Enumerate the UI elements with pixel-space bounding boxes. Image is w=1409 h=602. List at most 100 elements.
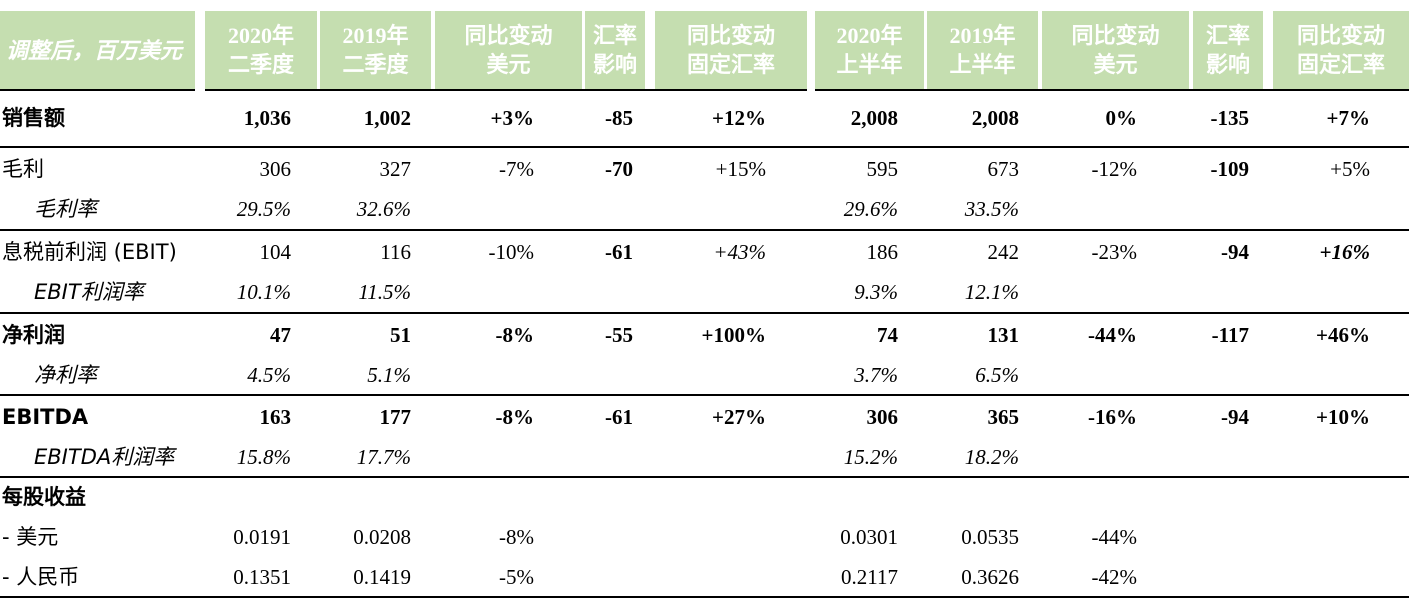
table-cell: 29.5% xyxy=(236,197,291,221)
table-cell: +5% xyxy=(1330,157,1370,181)
row-divider xyxy=(0,312,1409,314)
row-label: EBITDA xyxy=(2,405,89,429)
table-cell: 242 xyxy=(987,240,1020,264)
table-cell: 9.3% xyxy=(854,280,898,304)
table-cell: -8% xyxy=(499,525,534,549)
table-cell: 0.0535 xyxy=(961,525,1019,549)
row-divider xyxy=(0,596,1409,598)
header-label-cell: 调整后，百万美元 xyxy=(0,11,195,89)
table-cell: 163 xyxy=(259,405,292,429)
header-col-7: 2019年上半年 xyxy=(927,11,1038,89)
row-divider xyxy=(0,89,195,91)
header-col-2: 2019年 二季度 xyxy=(320,11,431,89)
table-cell: -8% xyxy=(495,405,535,429)
table-cell: 0.1419 xyxy=(353,565,411,589)
table-cell: 177 xyxy=(379,405,412,429)
table-cell: 3.7% xyxy=(854,363,898,387)
table-cell: -7% xyxy=(499,157,534,181)
header-col-1: 2020年二季度 xyxy=(205,11,317,89)
table-cell: -85 xyxy=(605,106,633,130)
header-col-line2: 美元 xyxy=(1093,52,1138,77)
table-row: 息税前利润 (EBIT) 104 116 -10% -61 +43% 186 242 -23% -… xyxy=(0,232,1409,272)
table-cell: 32.6% xyxy=(356,197,411,221)
table-cell: 0.0191 xyxy=(233,525,291,549)
row-label: 息税前利润 (EBIT) xyxy=(2,240,177,264)
row-divider xyxy=(0,229,1409,231)
table-cell: 29.6% xyxy=(843,197,898,221)
table-cell: -23% xyxy=(1091,240,1138,264)
header-col-8: 同比变动 美元 xyxy=(1042,11,1189,89)
table-cell: 327 xyxy=(379,157,412,181)
table-cell: -55 xyxy=(605,323,633,347)
header-col-3: 同比变动 美元 xyxy=(435,11,582,89)
header-col-line1: 同比变动 xyxy=(1296,23,1385,48)
row-label: 销售额 xyxy=(2,106,65,130)
table-cell: -61 xyxy=(605,240,633,264)
header-col-line1: 2019年 xyxy=(949,23,1016,48)
table-cell: +46% xyxy=(1316,323,1370,347)
header-col-line1: 汇率 xyxy=(592,23,637,48)
table-cell: 306 xyxy=(259,157,292,181)
table-row: EBITDA 163 177 -8% -61 +27% 306 365 -16% -94 +10% xyxy=(0,397,1409,437)
table-cell: 0.0301 xyxy=(840,525,898,549)
row-divider xyxy=(0,476,1409,478)
header-col-line2: 上半年 xyxy=(949,52,1016,77)
row-label: 净利润 xyxy=(2,323,65,347)
header-col-line2: 固定汇率 xyxy=(686,52,775,77)
table-cell: -135 xyxy=(1210,106,1250,130)
row-label: EBIT利润率 xyxy=(34,280,144,304)
header-col-line1: 同比变动 xyxy=(686,23,775,48)
table-cell: +16% xyxy=(1319,240,1370,264)
table-cell: 15.8% xyxy=(236,445,291,469)
header-col-line1: 2020年 xyxy=(836,23,903,48)
table-row: 净利润 47 51 -8% -55 +100% 74 131 -44% -117 +46% xyxy=(0,315,1409,355)
header-col-9: 汇率 影响 xyxy=(1193,11,1263,89)
table-row: 净利率 4.5% 5.1% 3.7% 6.5% xyxy=(0,355,1409,395)
table-cell: -10% xyxy=(488,240,535,264)
table-cell: -44% xyxy=(1088,323,1137,347)
table-cell: 131 xyxy=(987,323,1020,347)
table-cell: 1,036 xyxy=(243,106,291,130)
row-divider xyxy=(815,89,1409,91)
table-cell: 33.5% xyxy=(964,197,1019,221)
table-row: 毛利 306 327 -7% -70 +15% 595 673 -12% -109 +5% xyxy=(0,149,1409,189)
row-label: 每股收益 xyxy=(2,485,86,509)
header-col-line2: 影响 xyxy=(1205,52,1250,77)
table-cell: -94 xyxy=(1221,240,1249,264)
table-cell: +43% xyxy=(713,240,766,264)
table-cell: -70 xyxy=(605,157,633,181)
row-label: - 美元 xyxy=(2,525,59,549)
table-cell: +27% xyxy=(712,405,766,429)
table-cell: 0.0208 xyxy=(353,525,411,549)
table-cell: 47 xyxy=(270,323,291,347)
header-col-4: 汇率 影响 xyxy=(585,11,645,89)
table-cell: -109 xyxy=(1210,157,1250,181)
table-row: - 美元 0.0191 0.0208 -8% 0.0301 0.0535 -44% xyxy=(0,517,1409,557)
row-label: 毛利率 xyxy=(34,197,97,221)
table-cell: 0% xyxy=(1105,106,1138,130)
table-cell: 5.1% xyxy=(367,363,411,387)
table-cell: 12.1% xyxy=(964,280,1019,304)
row-label: 净利率 xyxy=(34,363,97,387)
table-cell: +12% xyxy=(712,106,766,130)
table-cell: 18.2% xyxy=(964,445,1019,469)
header-col-line1: 2020年 xyxy=(227,23,294,48)
table-cell: 15.2% xyxy=(843,445,898,469)
table-cell: 1,002 xyxy=(363,106,411,130)
table-cell: 104 xyxy=(259,240,292,264)
header-col-line1: 汇率 xyxy=(1205,23,1250,48)
table-cell: +100% xyxy=(701,323,766,347)
table-cell: -117 xyxy=(1211,323,1249,347)
table-cell: 0.3626 xyxy=(961,565,1019,589)
table-cell: 10.1% xyxy=(236,280,291,304)
table-cell: +7% xyxy=(1326,106,1370,130)
table-cell: 11.5% xyxy=(358,280,411,304)
table-cell: -5% xyxy=(499,565,534,589)
header-col-line2: 美元 xyxy=(486,52,531,77)
table-cell: -12% xyxy=(1091,157,1138,181)
table-cell: 306 xyxy=(866,405,899,429)
table-cell: -94 xyxy=(1221,405,1249,429)
table-cell: -42% xyxy=(1091,565,1138,589)
header-col-line2: 二季度 xyxy=(227,52,294,77)
row-label: EBITDA利润率 xyxy=(34,445,175,469)
